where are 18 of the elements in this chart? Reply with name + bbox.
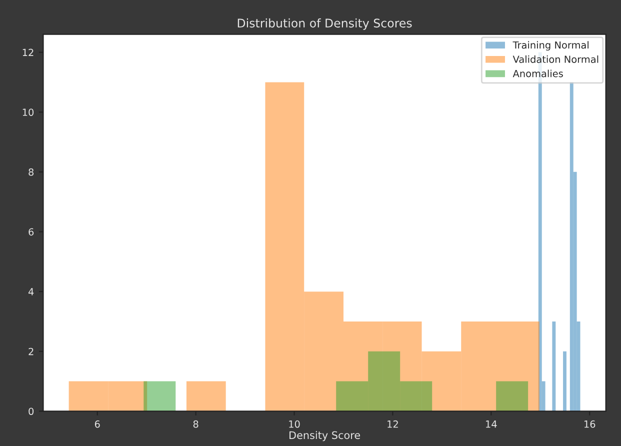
legend-label: Anomalies [512,70,563,78]
x-tick-label: 6 [94,420,100,428]
y-tick-label: 4 [28,288,34,296]
x-tick-label: 10 [289,420,300,428]
y-tick-label: 8 [28,168,34,176]
y-tick-label: 12 [22,48,34,56]
x-axis-title: Density Score [290,431,360,442]
x-tick-label: 16 [584,420,596,428]
y-tick-label: 0 [28,408,34,416]
legend-label: Training Normal [512,41,588,51]
x-tick-label: 12 [388,420,398,428]
x-tick-label: 14 [486,420,497,428]
y-tick-label: 2 [28,348,34,356]
x-tick-label: 8 [193,420,198,428]
chart-title: Distribution of Density Scores [238,18,412,30]
legend-label: Validation Normal [512,55,598,63]
y-tick-label: 6 [28,228,34,236]
y-tick-label: 10 [22,108,34,116]
